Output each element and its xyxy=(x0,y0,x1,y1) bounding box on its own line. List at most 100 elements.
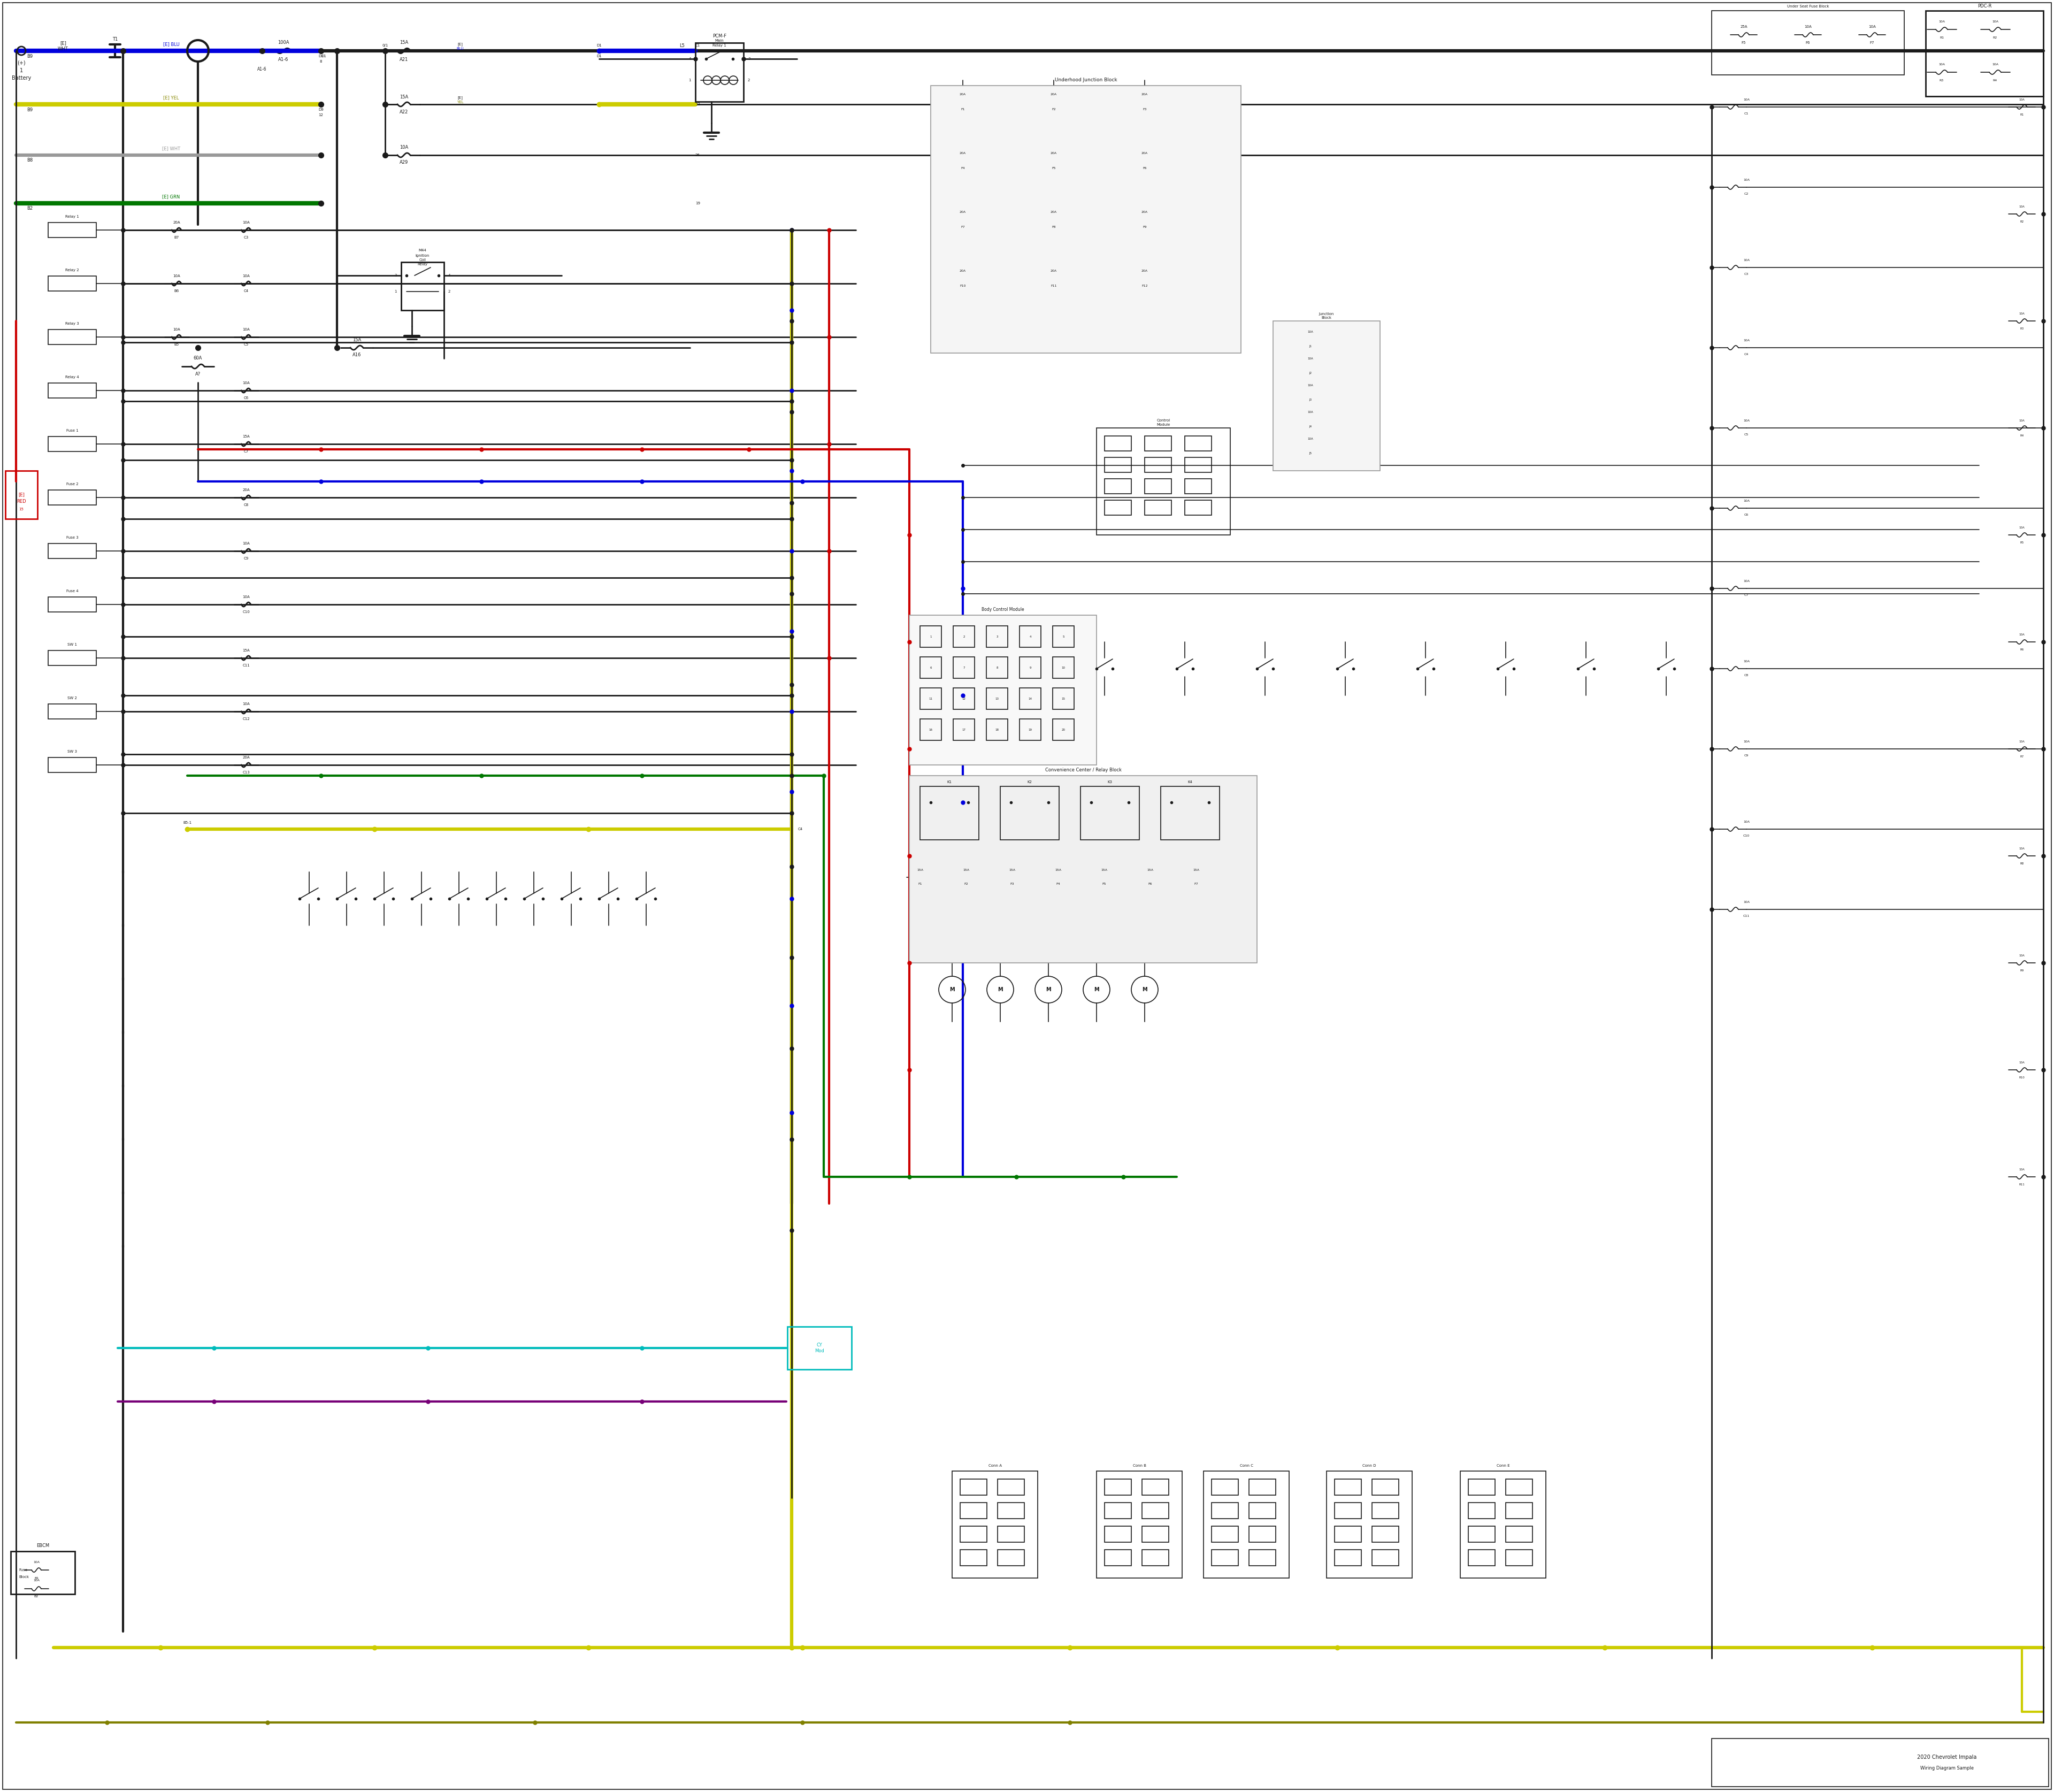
Text: C3: C3 xyxy=(1744,272,1748,276)
Text: 15A: 15A xyxy=(398,95,409,99)
Text: 10A: 10A xyxy=(2019,99,2025,100)
Text: C9: C9 xyxy=(1744,754,1748,758)
Text: 2020 Chevrolet Impala: 2020 Chevrolet Impala xyxy=(1916,1754,1976,1760)
Bar xyxy=(1105,435,1132,452)
Bar xyxy=(959,1550,986,1566)
Text: B5: B5 xyxy=(175,342,179,346)
Bar xyxy=(1506,1478,1532,1495)
Text: B2: B2 xyxy=(35,1595,39,1598)
Bar xyxy=(920,625,941,647)
Text: 26: 26 xyxy=(696,154,700,156)
Text: 19: 19 xyxy=(696,202,700,204)
Text: 20A: 20A xyxy=(1142,152,1148,154)
Text: A1-6: A1-6 xyxy=(257,66,267,72)
Text: C2: C2 xyxy=(1744,194,1748,195)
Bar xyxy=(1469,1527,1495,1543)
Text: 4: 4 xyxy=(688,57,690,61)
Text: [E] BLU: [E] BLU xyxy=(162,41,179,47)
Text: 10A: 10A xyxy=(2019,633,2025,636)
Bar xyxy=(1144,457,1171,473)
Text: 15: 15 xyxy=(1062,697,1066,701)
Text: C5: C5 xyxy=(1744,434,1748,435)
Bar xyxy=(998,1478,1025,1495)
Text: 10A: 10A xyxy=(1992,63,1999,66)
Text: F5: F5 xyxy=(1052,167,1056,168)
Text: 10A: 10A xyxy=(1744,500,1750,502)
Text: [E] GRN: [E] GRN xyxy=(162,195,181,199)
Bar xyxy=(1142,1478,1169,1495)
Bar xyxy=(1249,1503,1276,1518)
Text: (+): (+) xyxy=(16,61,25,66)
Bar xyxy=(1144,478,1171,495)
Bar xyxy=(920,658,941,679)
Bar xyxy=(1185,500,1212,514)
Text: 10A: 10A xyxy=(1744,260,1750,262)
Text: K1: K1 xyxy=(947,781,951,783)
Bar xyxy=(998,1550,1025,1566)
Text: 10A: 10A xyxy=(1308,410,1313,414)
Bar xyxy=(959,1478,986,1495)
Text: 10A: 10A xyxy=(1308,357,1313,360)
Text: F7: F7 xyxy=(1869,41,1875,45)
Text: 10A: 10A xyxy=(1744,901,1750,903)
Text: K4: K4 xyxy=(1187,781,1193,783)
Text: F5: F5 xyxy=(1742,41,1746,45)
Text: [E] WHT: [E] WHT xyxy=(162,147,181,151)
Bar xyxy=(1212,1550,1239,1566)
Text: 12: 12 xyxy=(318,113,322,116)
Text: 11: 11 xyxy=(928,697,933,701)
Text: 15A: 15A xyxy=(353,339,362,342)
Text: C12: C12 xyxy=(242,717,251,720)
Text: F4: F4 xyxy=(961,167,965,168)
Bar xyxy=(953,719,974,740)
Text: Fuse 2: Fuse 2 xyxy=(66,482,78,486)
Text: C3: C3 xyxy=(244,237,249,238)
Text: 20A: 20A xyxy=(1142,93,1148,95)
Bar xyxy=(1204,1471,1290,1579)
Text: A22: A22 xyxy=(398,109,409,115)
Bar xyxy=(920,688,941,710)
Text: F10: F10 xyxy=(959,285,965,287)
Text: 15A: 15A xyxy=(1056,869,1062,871)
Text: F7: F7 xyxy=(961,226,965,228)
Text: RED: RED xyxy=(16,500,27,504)
Text: R7: R7 xyxy=(2019,754,2023,758)
Text: R5: R5 xyxy=(2019,541,2023,543)
Text: 20A: 20A xyxy=(1050,210,1058,213)
Text: Battery: Battery xyxy=(12,75,31,81)
Text: C13: C13 xyxy=(242,771,251,774)
Text: B1: B1 xyxy=(35,1577,39,1579)
Text: 10A: 10A xyxy=(1939,20,1945,23)
Bar xyxy=(1144,435,1171,452)
Text: Ignition: Ignition xyxy=(415,254,429,258)
Text: Fuse 3: Fuse 3 xyxy=(66,536,78,539)
Text: 20A: 20A xyxy=(959,152,965,154)
Text: R1: R1 xyxy=(1939,36,1943,39)
Bar xyxy=(1212,1527,1239,1543)
Text: J4: J4 xyxy=(1308,425,1313,428)
Text: 20A: 20A xyxy=(1050,269,1058,272)
Text: R11: R11 xyxy=(2019,1183,2025,1186)
Text: 10A: 10A xyxy=(2019,312,2025,315)
Text: 20A: 20A xyxy=(959,210,965,213)
Bar xyxy=(1052,688,1074,710)
Text: 10A: 10A xyxy=(2019,1168,2025,1170)
Text: 10A: 10A xyxy=(242,702,251,706)
Text: 15: 15 xyxy=(18,507,25,511)
Bar xyxy=(1506,1550,1532,1566)
Text: 10A: 10A xyxy=(242,274,251,278)
Text: B5-1: B5-1 xyxy=(183,821,191,824)
Text: C7: C7 xyxy=(244,450,249,453)
Text: 25A: 25A xyxy=(1740,25,1748,29)
Bar xyxy=(953,658,974,679)
Bar xyxy=(1019,658,1041,679)
Bar xyxy=(1105,478,1132,495)
Text: 15A: 15A xyxy=(1146,869,1152,871)
Bar xyxy=(1335,1503,1362,1518)
Text: 18: 18 xyxy=(996,728,998,731)
Bar xyxy=(1372,1527,1399,1543)
Bar xyxy=(1105,1527,1132,1543)
Text: M: M xyxy=(1045,987,1052,993)
Text: BLU: BLU xyxy=(456,47,464,50)
Text: EBCM: EBCM xyxy=(37,1543,49,1548)
